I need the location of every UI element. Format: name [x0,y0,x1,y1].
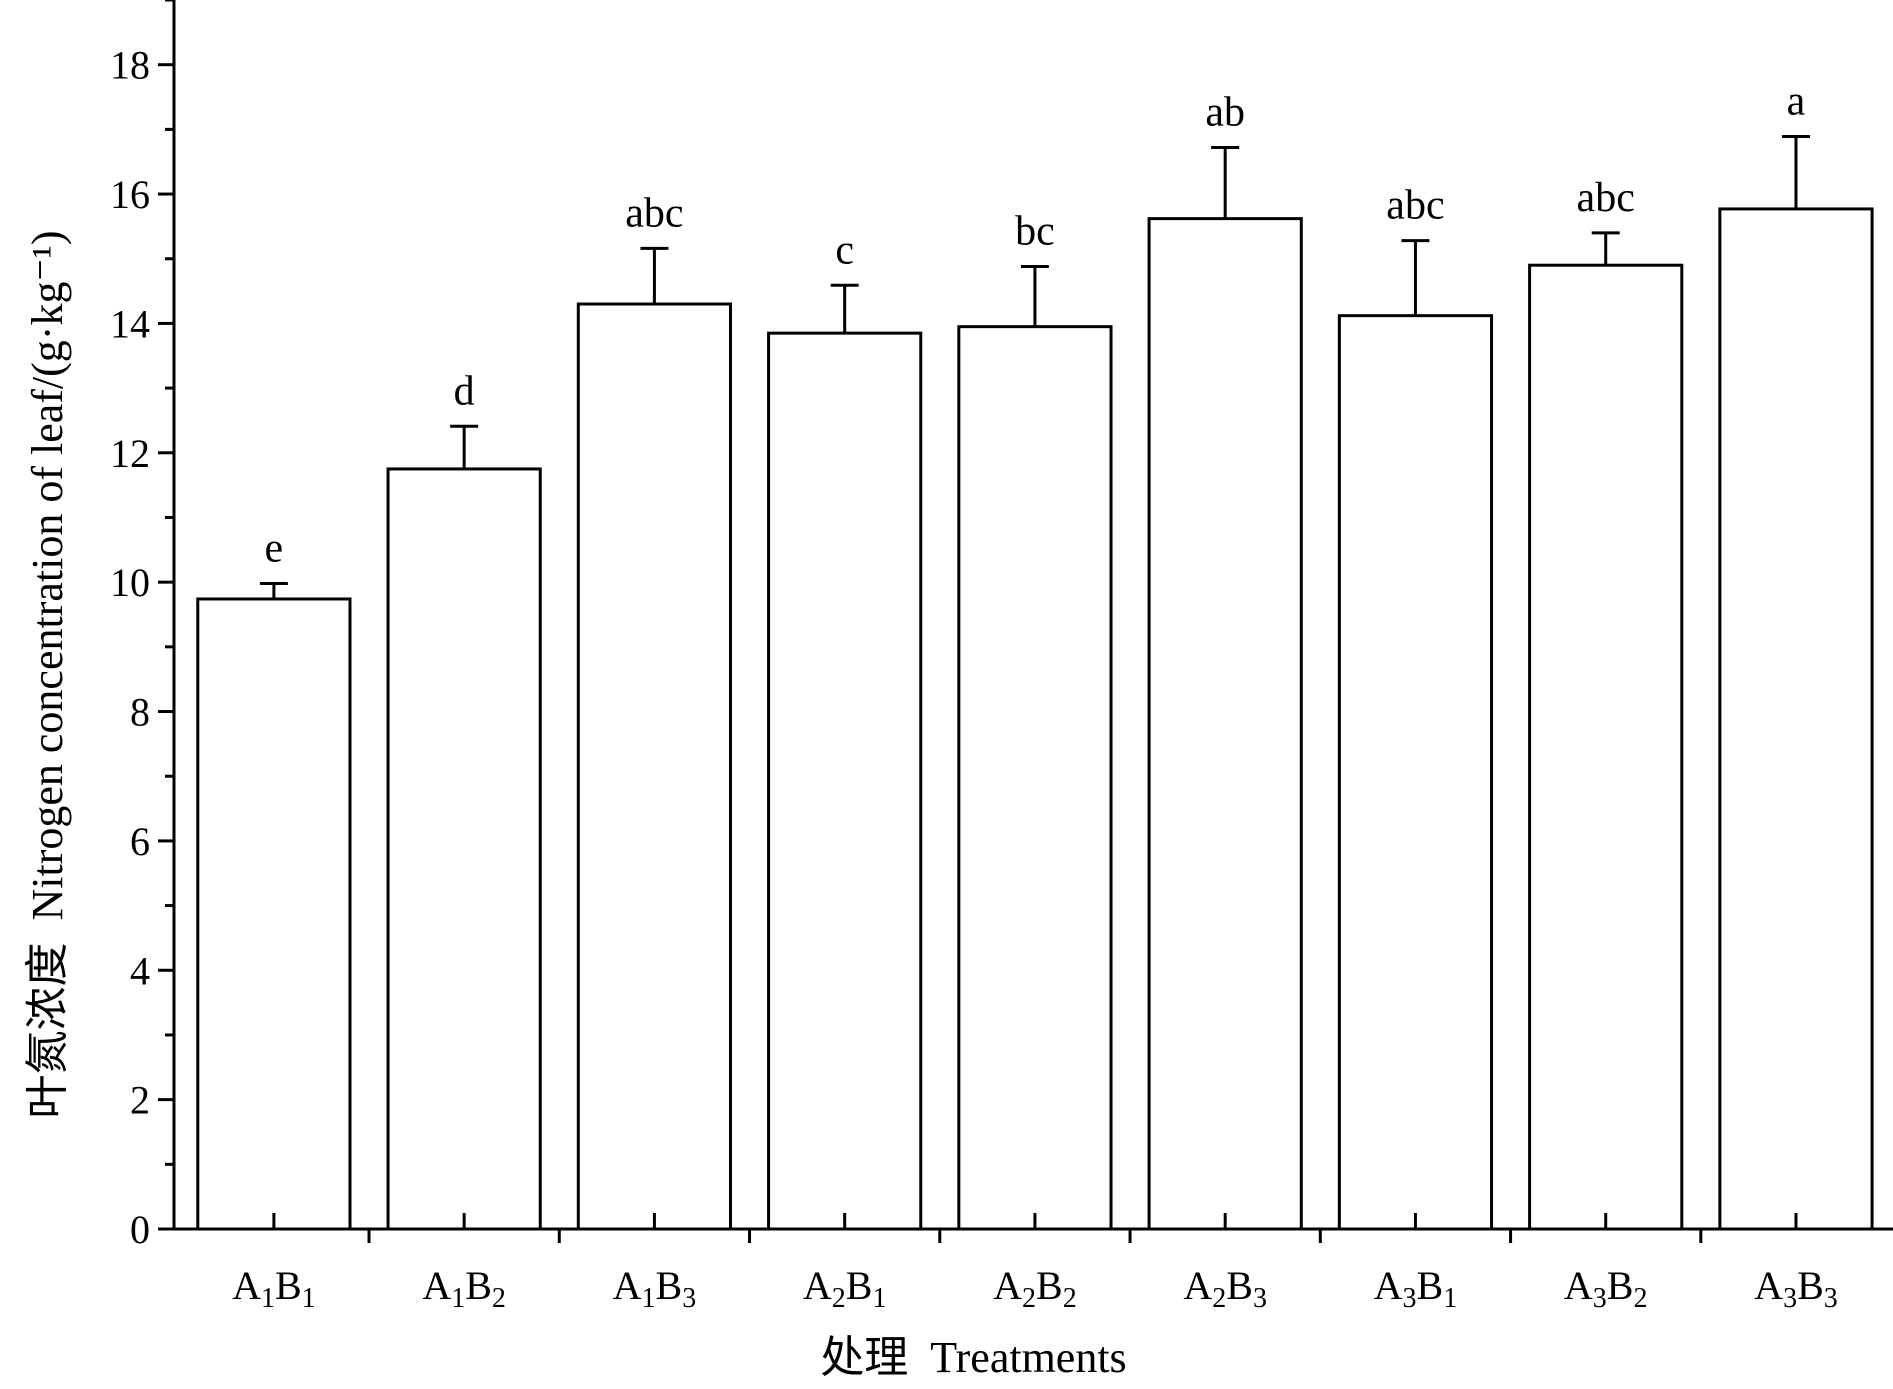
bar [1147,217,1303,1231]
y-tick-label: 8 [130,690,150,735]
significance-label: d [454,368,475,414]
significance-label: e [265,525,284,571]
x-tick-label: A3B3 [1754,1263,1838,1314]
bar [957,325,1113,1231]
x-tick-label: A1B1 [232,1263,316,1314]
significance-label: c [835,227,854,273]
bar [576,302,733,1231]
y-tick-label: 2 [130,1078,150,1123]
y-tick-label: 14 [110,301,150,346]
x-axis-ticks [367,1229,1703,1243]
significance-label: a [1787,78,1806,124]
bar [1528,263,1684,1231]
significance-label: abc [1577,175,1635,221]
x-tick-label: A2B2 [993,1263,1077,1314]
x-axis-title: 处理 Treatments [820,1333,1126,1382]
significance-label: bc [1015,208,1055,254]
y-tick-label: 6 [130,819,150,864]
x-tick-label: A2B1 [803,1263,887,1314]
y-axis-ticks: 0 2 4 6 8 10 12 14 16 18 [110,0,174,1252]
bar [386,467,542,1231]
bars-layer: e A1B1 d A1B2 abc A1B3 c A2B1 bc A2B2 ab A2B3 abc A3B… [196,78,1874,1314]
x-tick-label: A2B3 [1183,1263,1267,1314]
bar [196,597,352,1231]
x-tick-label: A3B1 [1374,1263,1458,1314]
y-axis-title: 叶氮浓度 Nitrogen concentration of leaf/(g·k… [23,230,72,1118]
y-tick-label: 0 [130,1207,150,1252]
significance-label: abc [1386,183,1444,229]
significance-label: abc [625,190,683,236]
y-tick-label: 4 [130,948,150,993]
x-tick-label: A1B2 [422,1263,506,1314]
y-tick-label: 18 [110,43,150,88]
bar [1337,314,1494,1231]
y-tick-label: 12 [110,431,150,476]
x-tick-label: A3B2 [1564,1263,1648,1314]
bar [1718,207,1874,1231]
y-tick-label: 10 [110,560,150,605]
significance-label: ab [1205,89,1245,135]
y-tick-label: 16 [110,172,150,217]
bar [767,331,923,1231]
x-tick-label: A1B3 [613,1263,697,1314]
